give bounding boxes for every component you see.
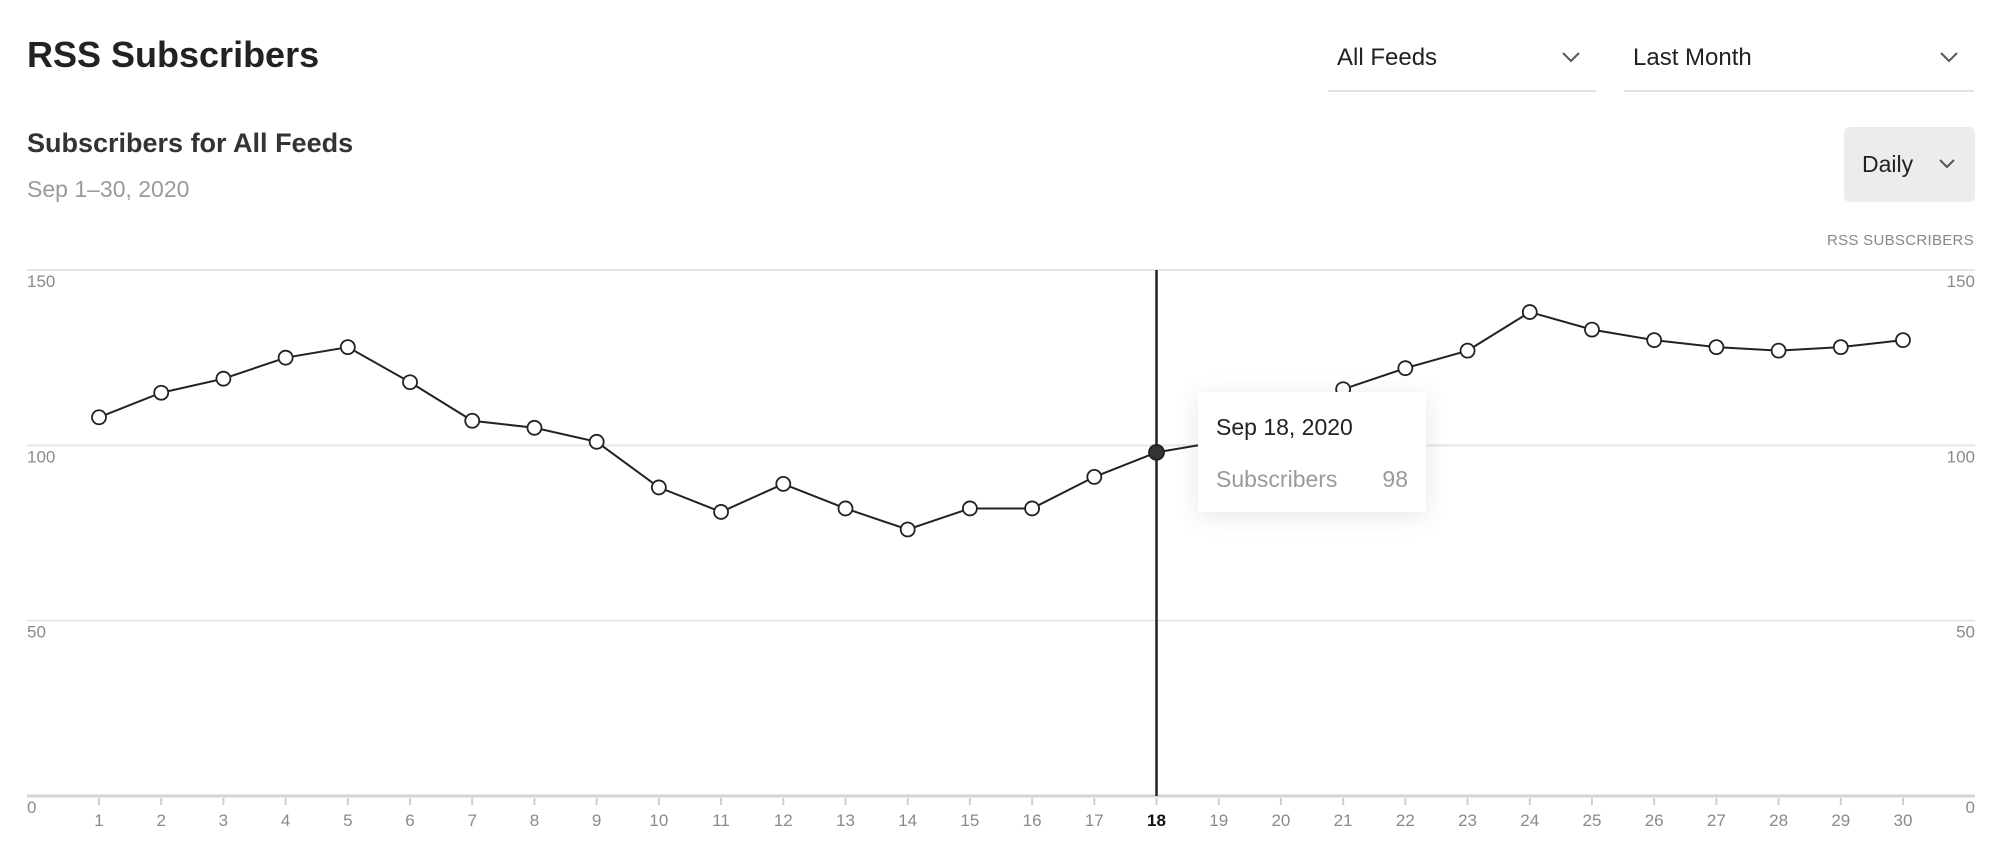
series-axis-label: RSS SUBSCRIBERS (1826, 232, 1974, 249)
x-tick-label: 25 (1583, 811, 1602, 830)
data-point (277, 349, 294, 366)
page-title: RSS Subscribers (27, 34, 320, 75)
data-point (91, 409, 107, 426)
x-tick-label: 7 (468, 811, 477, 830)
data-point (1521, 304, 1538, 320)
data-point (1086, 468, 1103, 485)
chevron-down-icon (1562, 52, 1580, 63)
data-point (899, 521, 916, 538)
chart-title: Subscribers for All Feeds (27, 128, 354, 158)
x-tick-label: 12 (774, 811, 793, 830)
chart-tooltip: Sep 18, 2020 Subscribers 98 (1198, 392, 1426, 512)
data-point (1832, 339, 1849, 356)
tooltip-series-name: Subscribers (1216, 466, 1338, 492)
x-tick-label: 21 (1334, 811, 1353, 830)
x-tick-label: 23 (1458, 811, 1477, 830)
y-tick-label-right: 50 (1956, 623, 1975, 642)
data-point (775, 476, 792, 492)
y-tick-label-left: 50 (27, 623, 46, 642)
x-tick-label: 1 (94, 811, 103, 830)
x-tick-label: 16 (1023, 811, 1042, 830)
x-tick-label: 14 (898, 811, 917, 830)
data-point (526, 419, 543, 436)
data-point (464, 412, 481, 429)
y-tick-label-left: 0 (27, 798, 36, 817)
data-point (1397, 360, 1414, 377)
tooltip-date: Sep 18, 2020 (1216, 414, 1353, 440)
data-point (837, 500, 854, 517)
feed-filter-value: All Feeds (1337, 44, 1438, 71)
x-tick-label: 18 (1147, 811, 1166, 830)
x-tick-label: 27 (1707, 811, 1726, 830)
data-point (1895, 332, 1911, 349)
data-point (1024, 500, 1041, 517)
x-tick-label: 2 (156, 811, 165, 830)
x-tick-label: 13 (836, 811, 855, 830)
x-tick-label: 22 (1396, 811, 1415, 830)
data-point (153, 384, 170, 401)
series-line (98, 310, 1904, 531)
feed-filter-dropdown[interactable]: All Feeds (1328, 34, 1596, 92)
x-tick-label: 6 (405, 811, 414, 830)
data-point (1770, 342, 1787, 359)
y-tick-label-left: 150 (27, 272, 55, 291)
data-point (339, 339, 356, 356)
x-tick-label: 28 (1769, 811, 1788, 830)
x-tick-label: 15 (960, 811, 979, 830)
data-point (1584, 321, 1600, 338)
x-tick-label: 5 (343, 811, 352, 830)
data-point (1646, 332, 1663, 349)
data-point (588, 433, 605, 450)
data-point (402, 374, 418, 391)
date-range-value: Last Month (1633, 44, 1752, 71)
x-tick-label: 24 (1520, 811, 1539, 830)
interval-value: Daily (1862, 151, 1914, 177)
chevron-down-icon (1940, 52, 1958, 63)
x-tick-label: 30 (1894, 811, 1913, 830)
x-tick-label: 17 (1085, 811, 1104, 830)
x-tick-label: 4 (281, 811, 290, 830)
y-tick-label-left: 100 (27, 447, 55, 466)
y-tick-label-right: 150 (1947, 272, 1975, 291)
x-tick-label: 26 (1645, 811, 1664, 830)
y-tick-label-right: 100 (1947, 447, 1975, 466)
data-point (650, 479, 667, 496)
x-tick-label: 10 (649, 811, 668, 830)
chart-date-range: Sep 1–30, 2020 (27, 176, 190, 202)
y-tick-label-right: 0 (1966, 798, 1975, 817)
data-point (1459, 342, 1476, 359)
x-tick-label: 9 (592, 811, 601, 830)
tooltip-value: 98 (1382, 466, 1408, 492)
data-point (215, 370, 232, 387)
data-point (713, 504, 729, 520)
chevron-down-icon (1939, 159, 1955, 169)
data-point (1708, 339, 1725, 356)
x-tick-label: 8 (530, 811, 539, 830)
x-tick-label: 3 (219, 811, 228, 830)
data-point-highlighted (1148, 443, 1165, 461)
x-tick-label: 20 (1271, 811, 1290, 830)
date-range-dropdown[interactable]: Last Month (1624, 34, 1974, 92)
x-tick-label: 11 (712, 811, 730, 830)
x-tick-label: 29 (1831, 811, 1850, 830)
data-point (961, 500, 978, 517)
x-tick-label: 19 (1209, 811, 1228, 830)
interval-dropdown[interactable]: Daily (1844, 127, 1975, 202)
